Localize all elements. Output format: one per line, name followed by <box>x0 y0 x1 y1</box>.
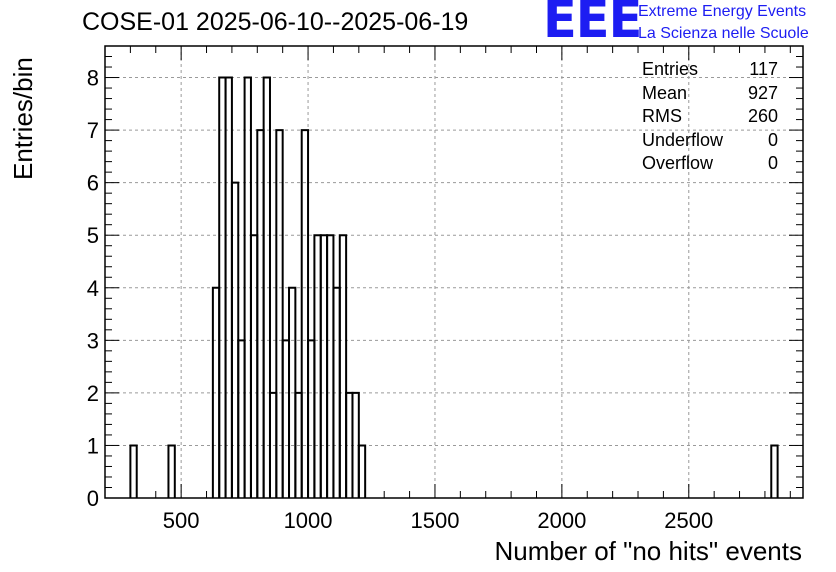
stat-label: Underflow <box>642 129 724 150</box>
stat-value: 0 <box>767 129 778 150</box>
histogram-bin <box>275 129 284 498</box>
stat-row-underflow: Underflow 0 <box>642 129 780 153</box>
y-tick-label: 5 <box>87 223 99 248</box>
y-tick-label: 3 <box>87 328 99 353</box>
stat-value: 260 <box>747 106 778 127</box>
stat-label: RMS <box>642 106 682 127</box>
y-tick-label: 0 <box>87 486 99 511</box>
x-tick-label: 2500 <box>664 508 713 533</box>
eee-logo-mark: EEE <box>543 0 642 50</box>
y-tick-label: 1 <box>87 433 99 458</box>
logo-text-line2: La Scienza nelle Scuole <box>638 25 809 42</box>
stats-box: Entries 117 Mean 927 RMS 260 Underflow 0 Ove… <box>642 58 780 176</box>
histogram-bin <box>129 444 138 498</box>
stat-row-entries: Entries 117 <box>642 58 780 82</box>
histogram-bin <box>338 234 348 498</box>
y-tick-label: 4 <box>87 276 99 301</box>
plot-frame <box>104 45 804 499</box>
y-tick-label: 6 <box>87 171 99 196</box>
x-tick-label: 1000 <box>284 508 333 533</box>
y-tick-label: 2 <box>87 381 99 406</box>
stat-value: 117 <box>749 59 778 79</box>
stat-row-rms: RMS 260 <box>642 105 780 129</box>
chart-title: COSE-01 2025-06-10--2025-06-19 <box>82 8 469 36</box>
histogram-bin <box>300 129 310 498</box>
y-axis-label: Entries/bin <box>8 57 38 180</box>
stat-label: Mean <box>642 82 688 103</box>
histogram-bin <box>357 444 367 498</box>
stat-label: Entries <box>642 59 699 79</box>
stat-value: 927 <box>747 82 778 103</box>
y-tick-label: 8 <box>87 66 99 91</box>
histogram-bin <box>770 444 779 498</box>
x-tick-label: 500 <box>163 508 200 533</box>
y-tick-label: 7 <box>87 118 99 143</box>
x-tick-label: 1500 <box>410 508 459 533</box>
stat-label: Overflow <box>642 153 714 174</box>
stat-value: 0 <box>767 153 778 174</box>
histogram-bin <box>262 76 271 498</box>
logo-text-line1: Extreme Energy Events <box>638 3 807 20</box>
histogram-bin <box>167 444 176 498</box>
stat-row-mean: Mean 927 <box>642 82 780 106</box>
stat-row-overflow: Overflow 0 <box>642 152 780 176</box>
x-axis-label: Number of "no hits" events <box>494 536 803 566</box>
x-tick-label: 2000 <box>537 508 586 533</box>
